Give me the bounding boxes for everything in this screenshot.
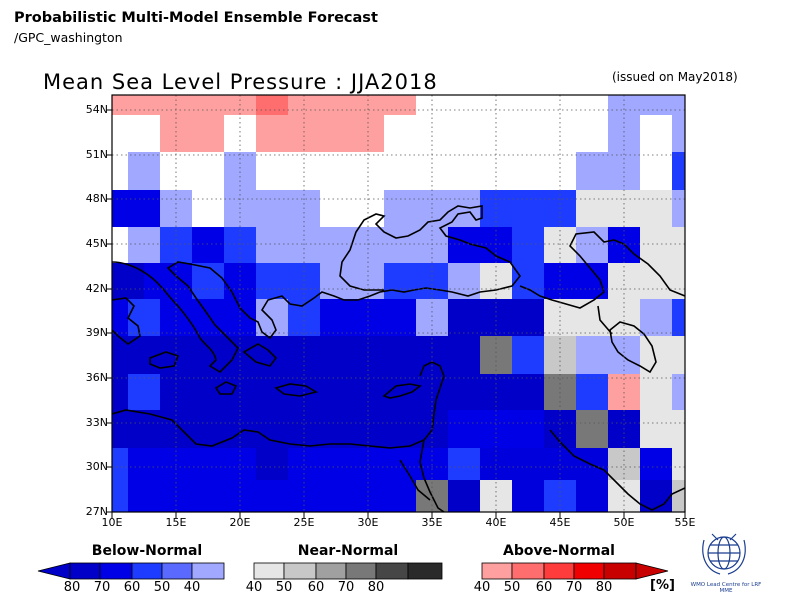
lon-label: 20E bbox=[229, 516, 251, 529]
lon-label: 55E bbox=[674, 516, 696, 529]
legend-unit: [%] bbox=[650, 578, 675, 593]
legend-above-bar bbox=[481, 562, 669, 580]
lat-label: 39N bbox=[85, 326, 108, 339]
lat-label: 45N bbox=[85, 237, 108, 250]
coastline-outline bbox=[112, 205, 685, 512]
legend-tick: 50 bbox=[503, 580, 521, 595]
legend-tick: 80 bbox=[367, 580, 385, 595]
legend-tick: 60 bbox=[123, 580, 141, 595]
wmo-logo bbox=[702, 533, 746, 575]
map-frame bbox=[111, 94, 686, 513]
lat-label: 54N bbox=[85, 103, 108, 116]
legend-tick: 70 bbox=[565, 580, 583, 595]
lon-label: 40E bbox=[485, 516, 507, 529]
legend-near-label: Near-Normal bbox=[297, 543, 399, 559]
lat-label: 51N bbox=[85, 148, 108, 161]
lon-label: 15E bbox=[165, 516, 187, 529]
legend-tick: 50 bbox=[153, 580, 171, 595]
lat-label: 33N bbox=[85, 416, 108, 429]
lon-label: 25E bbox=[293, 516, 315, 529]
legend-above-label: Above-Normal bbox=[503, 543, 615, 559]
legend-tick: 80 bbox=[595, 580, 613, 595]
lat-label: 36N bbox=[85, 371, 108, 384]
legend-tick: 60 bbox=[535, 580, 553, 595]
lon-label: 30E bbox=[357, 516, 379, 529]
lon-label: 10E bbox=[101, 516, 123, 529]
lat-label: 30N bbox=[85, 460, 108, 473]
issued-date: (issued on May2018) bbox=[612, 70, 738, 84]
forecast-title: Probabilistic Multi-Model Ensemble Forec… bbox=[14, 10, 378, 26]
legend-tick: 70 bbox=[337, 580, 355, 595]
lon-label: 45E bbox=[549, 516, 571, 529]
forecast-source: /GPC_washington bbox=[14, 30, 123, 45]
legend-tick: 80 bbox=[63, 580, 81, 595]
map-title: Mean Sea Level Pressure : JJA2018 bbox=[43, 70, 438, 94]
legend-below-bar bbox=[37, 562, 225, 580]
legend-tick: 60 bbox=[307, 580, 325, 595]
lat-label: 42N bbox=[85, 282, 108, 295]
lon-label: 50E bbox=[613, 516, 635, 529]
legend-tick: 40 bbox=[473, 580, 491, 595]
graticule bbox=[112, 95, 685, 512]
lat-label: 27N bbox=[85, 505, 108, 518]
legend-below-label: Below-Normal bbox=[91, 543, 203, 559]
legend-tick: 70 bbox=[93, 580, 111, 595]
axis-ticks bbox=[106, 109, 686, 518]
lon-label: 35E bbox=[421, 516, 443, 529]
lat-label: 48N bbox=[85, 192, 108, 205]
wmo-logo-text: WMO Lead Centre for LRF MME bbox=[690, 582, 762, 594]
legend-tick: 40 bbox=[183, 580, 201, 595]
legend-tick: 40 bbox=[245, 580, 263, 595]
probability-grid bbox=[112, 95, 685, 512]
legend-tick: 50 bbox=[275, 580, 293, 595]
legend-near-bar bbox=[253, 562, 443, 580]
